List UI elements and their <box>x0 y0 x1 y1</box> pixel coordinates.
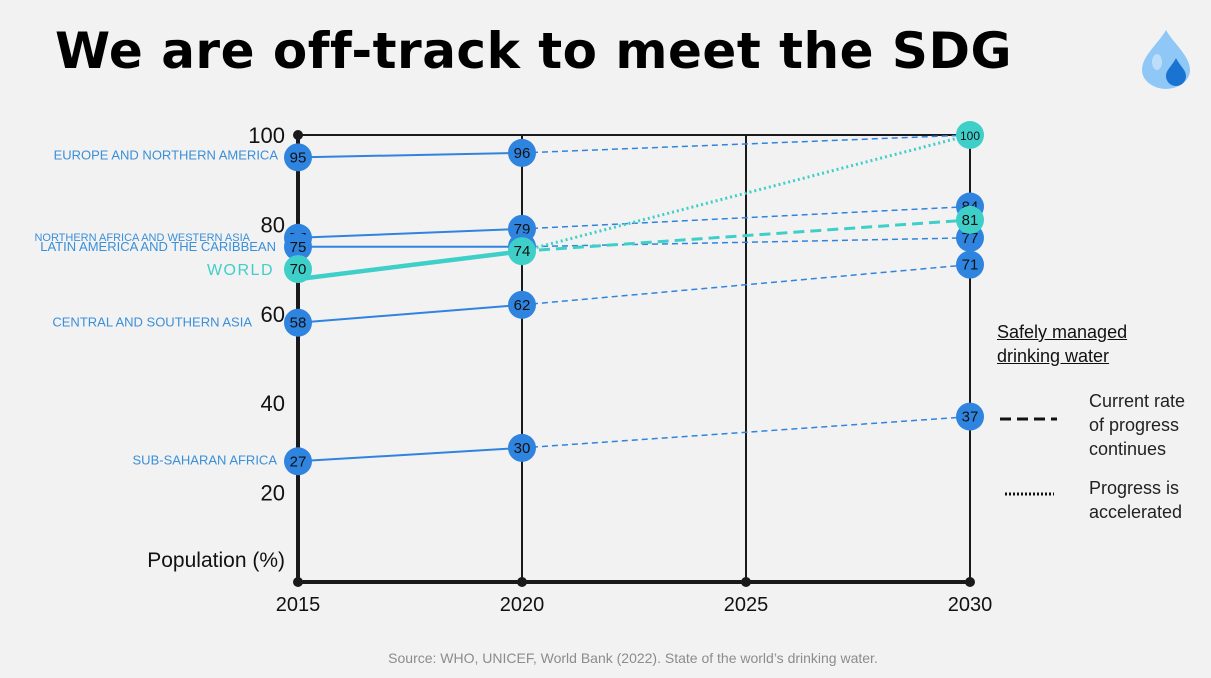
world-line-accelerated <box>521 133 971 253</box>
x-tick-label-2030: 2030 <box>948 594 993 616</box>
y-tick-label-40: 40 <box>261 391 285 416</box>
data-point <box>284 308 312 337</box>
series-label-world: WORLD <box>207 262 274 279</box>
y-tick-label-20: 20 <box>261 481 285 506</box>
legend-item-label: accelerated <box>1089 502 1183 522</box>
series-line-solid <box>297 303 523 324</box>
legend-item-label: Current rate <box>1089 391 1186 411</box>
world-data-point-label: 70 <box>290 261 307 278</box>
data-point-label: 100 <box>960 129 980 143</box>
data-point <box>956 250 984 279</box>
data-point-label: 95 <box>290 149 307 166</box>
world-data-point-label: 74 <box>514 243 531 260</box>
series-label: SUB-SAHARAN AFRICA <box>133 452 278 467</box>
world-data-point <box>284 255 312 284</box>
axis-dot-2030 <box>965 577 975 587</box>
data-point-label: 77 <box>962 230 979 247</box>
data-point-label: 71 <box>962 257 979 274</box>
data-point <box>284 143 312 172</box>
world-data-point <box>508 237 536 266</box>
legend-item-label: Progress is <box>1089 478 1180 498</box>
series-line-solid <box>297 446 523 463</box>
world-line-solid <box>297 248 523 282</box>
legend-title-line: drinking water <box>997 346 1110 366</box>
page-title: We are off-track to meet the SDG <box>55 22 1012 80</box>
data-point-label: 96 <box>514 145 531 162</box>
data-point <box>508 138 536 167</box>
series-label: EUROPE AND NORTHERN AMERICA <box>54 147 279 162</box>
series-line-projected <box>521 415 971 449</box>
data-point-label: 30 <box>514 440 531 457</box>
data-point <box>284 447 312 476</box>
data-point-label: 75 <box>290 239 307 256</box>
data-point <box>956 402 984 431</box>
y-axis-label: Population (%) <box>147 549 285 572</box>
series-label: NORTHERN AFRICA AND WESTERN ASIA <box>34 232 250 244</box>
axis-dot-2015 <box>293 577 303 587</box>
legend-item-dotted: Progress is accelerated <box>1089 476 1182 524</box>
data-point <box>284 232 312 261</box>
world-data-point <box>956 205 984 234</box>
x-tick-label-2020: 2020 <box>500 594 545 616</box>
series-line-projected <box>521 134 971 154</box>
series-label: LATIN AMERICA AND THE CARIBBEAN <box>40 239 276 254</box>
legend-item-dashed: Current rate of progress continues <box>1089 389 1185 461</box>
data-point-label: 62 <box>514 297 531 314</box>
legend-item-label: of progress <box>1089 415 1180 435</box>
data-point <box>508 290 536 319</box>
data-point-label: 27 <box>290 453 307 470</box>
data-point <box>956 121 984 149</box>
legend-title-line: Safely managed <box>997 322 1128 342</box>
series-line-projected <box>521 205 971 230</box>
source-note: Source: WHO, UNICEF, World Bank (2022). … <box>388 650 878 666</box>
legend-title: Safely managed drinking water <box>997 320 1127 368</box>
data-point-label: 37 <box>962 409 979 426</box>
y-tick-label-60: 60 <box>261 302 285 327</box>
series-line-solid <box>297 227 523 239</box>
y-tick-label-80: 80 <box>261 212 285 237</box>
series-line-solid <box>297 151 523 159</box>
axis-dot-2025 <box>741 577 751 587</box>
axis-dot-top <box>293 130 303 140</box>
world-line-projected <box>521 218 971 253</box>
series-label: CENTRAL AND SOUTHERN ASIA <box>52 315 252 330</box>
data-point-label: 58 <box>290 315 307 332</box>
y-tick-label-100: 100 <box>248 123 285 148</box>
world-data-point-label: 81 <box>962 212 979 229</box>
legend-item-label: continues <box>1089 439 1167 459</box>
x-tick-label-2015: 2015 <box>276 594 321 616</box>
x-tick-label-2025: 2025 <box>724 594 769 616</box>
axis-dot-2020 <box>517 577 527 587</box>
data-point <box>508 433 536 462</box>
series-line-projected <box>521 263 971 306</box>
water-drop-icon <box>1142 30 1190 89</box>
